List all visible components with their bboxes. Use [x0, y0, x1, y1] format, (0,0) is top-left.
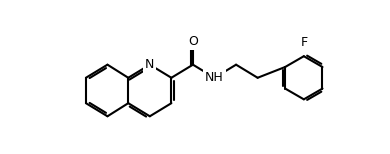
Text: F: F	[300, 36, 307, 49]
Text: NH: NH	[205, 71, 224, 84]
Text: N: N	[145, 58, 154, 71]
Text: O: O	[188, 35, 198, 48]
